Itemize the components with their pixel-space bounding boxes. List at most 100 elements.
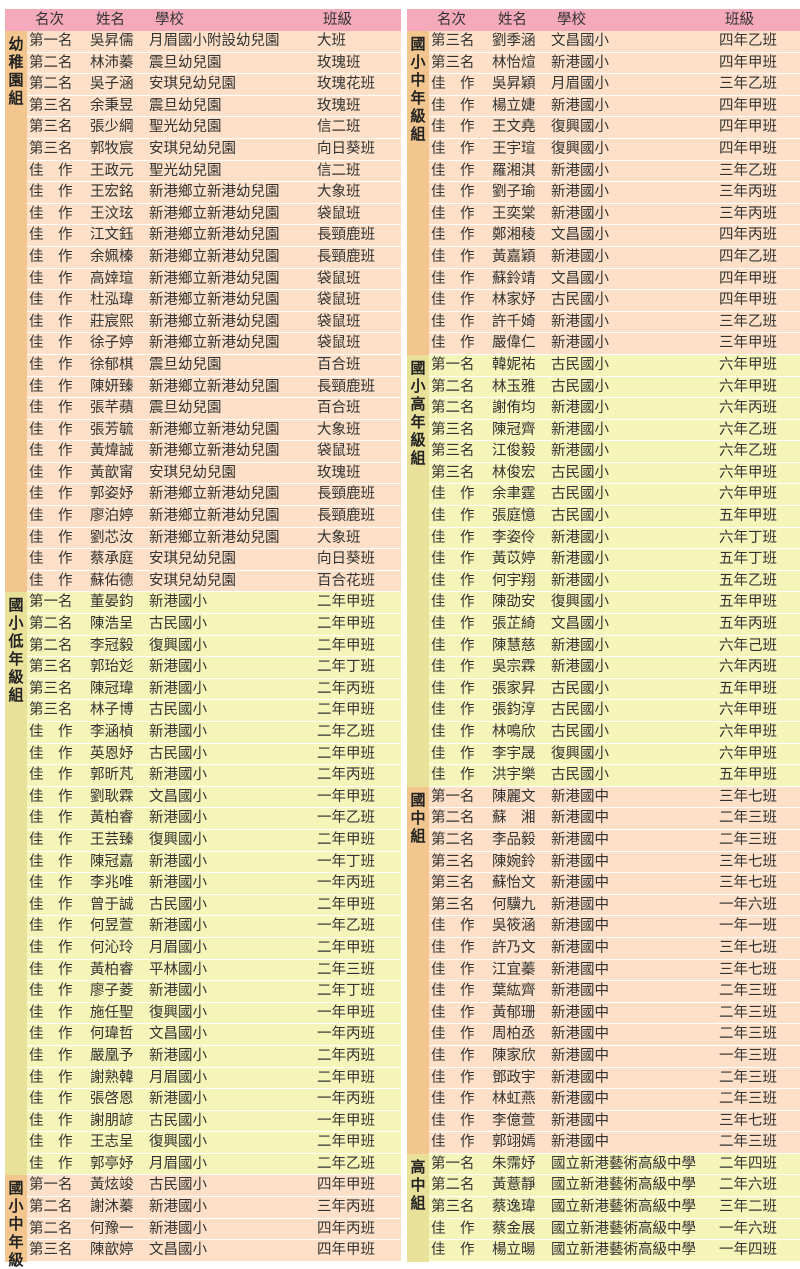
table-row: 第二名 謝侑均 新港國小 六年丙班 — [429, 398, 800, 420]
school-cell: 新港國中 — [551, 1026, 609, 1043]
rank-cell: 佳 作 — [431, 702, 475, 719]
school-cell: 新港國小 — [149, 853, 207, 870]
name-cell: 王奕棠 — [492, 205, 536, 222]
rank-cell: 第一名 — [431, 788, 475, 805]
name-cell: 李億萱 — [492, 1112, 536, 1129]
name-cell: 吳子涵 — [90, 76, 134, 93]
name-cell: 蔡承庭 — [90, 551, 134, 568]
school-cell: 新港國中 — [551, 853, 609, 870]
name-cell: 林鳴欣 — [492, 724, 536, 740]
name-cell: 陳麗文 — [492, 788, 536, 805]
name-cell: 黃嘉穎 — [492, 248, 536, 265]
group-label: 國小中年級 — [8, 1179, 24, 1269]
class-cell: 一年甲班 — [317, 788, 375, 805]
name-cell: 張啓恩 — [90, 1091, 134, 1108]
name-cell: 劉子瑜 — [492, 184, 536, 201]
school-cell: 新港國小 — [149, 810, 207, 827]
table-row: 佳 作王汶玹 新港鄉立新港幼兒園 袋鼠班 — [27, 204, 401, 226]
award-group: 國小中年級 第一名 黃炫竣 古民國小 四年甲班 第二名 謝沐蓁 新港國小 三年丙班 第二名 何豫一新… — [5, 1175, 401, 1269]
name-cell: 林虹燕 — [492, 1091, 536, 1108]
class-cell: 六年乙班 — [719, 443, 777, 460]
school-cell: 安琪兒幼兒園 — [149, 572, 236, 589]
table-row: 佳 作蘇鈴靖 文昌國小 四年甲班 — [429, 269, 800, 291]
school-cell: 新港國小 — [551, 637, 609, 654]
school-cell: 新港國中 — [551, 961, 609, 978]
table-row: 佳 作蘇佑德 安琪兒幼兒園 百合花班 — [27, 571, 401, 593]
name-cell: 江俊毅 — [492, 443, 536, 460]
name-header: 姓名 — [498, 12, 527, 28]
name-cell: 何昱萱 — [90, 918, 134, 935]
name-cell: 王志呈 — [90, 1134, 134, 1151]
school-cell: 新港國小 — [551, 205, 609, 222]
class-cell: 三年七班 — [719, 1112, 777, 1129]
table-row: 佳 作陳家欣 新港國中 一年三班 — [429, 1046, 800, 1068]
class-cell: 一年甲班 — [317, 1112, 375, 1129]
class-cell: 三年二班 — [719, 1199, 777, 1216]
school-cell: 古民國小 — [551, 292, 609, 309]
name-cell: 林怡煊 — [492, 54, 536, 71]
class-cell: 六年甲班 — [719, 378, 777, 395]
table-row: 第二名 何豫一 新港國小 四年丙班 — [27, 1219, 401, 1241]
name-cell: 黃柏睿 — [90, 961, 134, 978]
school-cell: 國立新港藝術高級中學 — [551, 1242, 696, 1259]
rank-cell: 佳 作 — [29, 421, 73, 438]
name-cell: 謝熟韓 — [90, 1069, 134, 1086]
rank-cell: 佳 作 — [29, 724, 73, 740]
rank-cell: 佳 作 — [431, 313, 475, 330]
school-cell: 新港國小 — [149, 918, 207, 935]
table-row: 佳 作黃歆甯 安琪兒幼兒園 玫瑰班 — [27, 463, 401, 485]
rank-cell: 第三名 — [29, 119, 73, 136]
table-row: 第二名 黃薏靜 國立新港藝術高級中學 二年六班 — [429, 1175, 800, 1198]
rank-cell: 佳 作 — [29, 939, 73, 956]
school-cell: 新港鄉立新港幼兒園 — [149, 270, 280, 287]
class-cell: 三年乙班 — [719, 162, 777, 179]
rank-cell: 第二名 — [431, 1177, 475, 1194]
name-cell: 林家妤 — [492, 292, 536, 309]
class-cell: 三年丙班 — [317, 1199, 375, 1216]
class-cell: 二年四班 — [719, 1155, 777, 1172]
name-cell: 吳筱涵 — [492, 918, 536, 935]
school-cell: 古民國小 — [551, 508, 609, 525]
table-row: 佳 作陳冠嘉 新港國小 一年丁班 — [27, 852, 401, 874]
school-cell: 新港國小 — [149, 594, 207, 611]
name-cell: 張芳毓 — [90, 421, 134, 438]
name-cell: 廖子菱 — [90, 983, 134, 1000]
table-row: 佳 作林虹燕 新港國中 二年三班 — [429, 1089, 800, 1111]
class-cell: 一年六班 — [719, 896, 777, 913]
school-cell: 震旦幼兒園 — [149, 97, 222, 114]
table-row: 佳 作洪宇樂 古民國小 五年甲班 — [429, 765, 800, 787]
class-cell: 玫瑰班 — [317, 54, 361, 71]
rank-cell: 佳 作 — [29, 961, 73, 978]
table-row: 佳 作郭亭妤 月眉國小 二年乙班 — [27, 1154, 401, 1176]
table-row: 佳 作張芊蘋 震旦幼兒園 百合班 — [27, 398, 401, 420]
name-cell: 廖泊婷 — [90, 508, 134, 525]
school-cell: 新港鄉立新港幼兒園 — [149, 421, 280, 438]
school-cell: 新港國中 — [551, 1047, 609, 1064]
rank-cell: 佳 作 — [29, 335, 73, 352]
table-row: 第二名 陳浩呈 古民國小 二年甲班 — [27, 614, 401, 636]
table-row: 佳 作李兆唯 新港國小 一年丙班 — [27, 873, 401, 895]
table-row: 佳 作許千婍 新港國小 三年乙班 — [429, 312, 800, 334]
class-cell: 三年甲班 — [719, 335, 777, 352]
rank-cell: 佳 作 — [29, 1069, 73, 1086]
school-cell: 新港國中 — [551, 831, 609, 848]
school-cell: 文昌國小 — [149, 1242, 207, 1259]
name-cell: 葉紘齊 — [492, 983, 536, 1000]
table-row: 第三名 郭珆彣 新港國小 二年丁班 — [27, 657, 401, 679]
class-cell: 四年丙班 — [317, 1220, 375, 1237]
rank-cell: 第三名 — [431, 33, 475, 49]
rank-cell: 佳 作 — [29, 788, 73, 805]
rank-cell: 佳 作 — [29, 551, 73, 568]
rank-cell: 佳 作 — [431, 572, 475, 589]
school-cell: 古民國小 — [149, 1112, 207, 1129]
name-cell: 陳冠瑋 — [90, 680, 134, 697]
class-cell: 六年己班 — [719, 637, 777, 654]
class-cell: 二年甲班 — [317, 702, 375, 719]
rank-cell: 佳 作 — [29, 767, 73, 784]
rank-cell: 佳 作 — [29, 1004, 73, 1021]
class-cell: 四年丙班 — [719, 227, 777, 244]
class-cell: 四年甲班 — [719, 97, 777, 114]
rank-cell: 佳 作 — [29, 1047, 73, 1064]
school-cell: 新港國小 — [551, 184, 609, 201]
school-cell: 新港鄉立新港幼兒園 — [149, 529, 280, 546]
